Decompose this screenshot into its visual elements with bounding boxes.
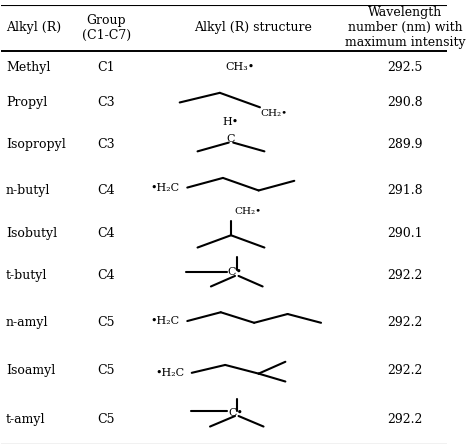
Text: Isobutyl: Isobutyl xyxy=(6,227,57,239)
Text: 290.8: 290.8 xyxy=(387,96,423,109)
Text: CH₂•: CH₂• xyxy=(235,206,262,215)
Text: CH₂•: CH₂• xyxy=(260,109,287,118)
Text: Alkyl (R) structure: Alkyl (R) structure xyxy=(194,21,312,34)
Text: 289.9: 289.9 xyxy=(387,138,423,151)
Text: Alkyl (R): Alkyl (R) xyxy=(6,21,61,34)
Text: n-butyl: n-butyl xyxy=(6,184,50,197)
Text: Propyl: Propyl xyxy=(6,96,47,109)
Text: C3: C3 xyxy=(97,138,115,151)
Text: 292.2: 292.2 xyxy=(387,413,422,425)
Text: C5: C5 xyxy=(97,364,115,377)
Text: Group
(C1-C7): Group (C1-C7) xyxy=(82,14,131,42)
Text: C4: C4 xyxy=(97,184,115,197)
Text: 292.5: 292.5 xyxy=(387,61,422,74)
Text: C•: C• xyxy=(229,408,244,417)
Text: 292.2: 292.2 xyxy=(387,269,422,283)
Text: •H₂C: •H₂C xyxy=(151,316,180,326)
Text: Isoamyl: Isoamyl xyxy=(6,364,55,377)
Text: •H₂C: •H₂C xyxy=(151,182,180,193)
Text: C3: C3 xyxy=(97,96,115,109)
Text: CH₃•: CH₃• xyxy=(225,62,255,72)
Text: Methyl: Methyl xyxy=(6,61,50,74)
Text: 292.2: 292.2 xyxy=(387,364,422,377)
Text: C•: C• xyxy=(228,267,242,277)
Text: n-amyl: n-amyl xyxy=(6,316,48,329)
Text: 291.8: 291.8 xyxy=(387,184,423,197)
Text: t-butyl: t-butyl xyxy=(6,269,47,283)
Text: C: C xyxy=(227,134,235,144)
Text: 292.2: 292.2 xyxy=(387,316,422,329)
Text: C5: C5 xyxy=(97,316,115,329)
Text: C1: C1 xyxy=(97,61,115,74)
Text: Wavelength
number (nm) with
maximum intensity: Wavelength number (nm) with maximum inte… xyxy=(345,6,465,49)
Text: t-amyl: t-amyl xyxy=(6,413,46,425)
Text: C5: C5 xyxy=(97,413,115,425)
Text: 290.1: 290.1 xyxy=(387,227,423,239)
Text: Isopropyl: Isopropyl xyxy=(6,138,65,151)
Text: C4: C4 xyxy=(97,227,115,239)
Text: C4: C4 xyxy=(97,269,115,283)
Text: •H₂C: •H₂C xyxy=(155,368,184,378)
Text: H•: H• xyxy=(223,117,239,127)
